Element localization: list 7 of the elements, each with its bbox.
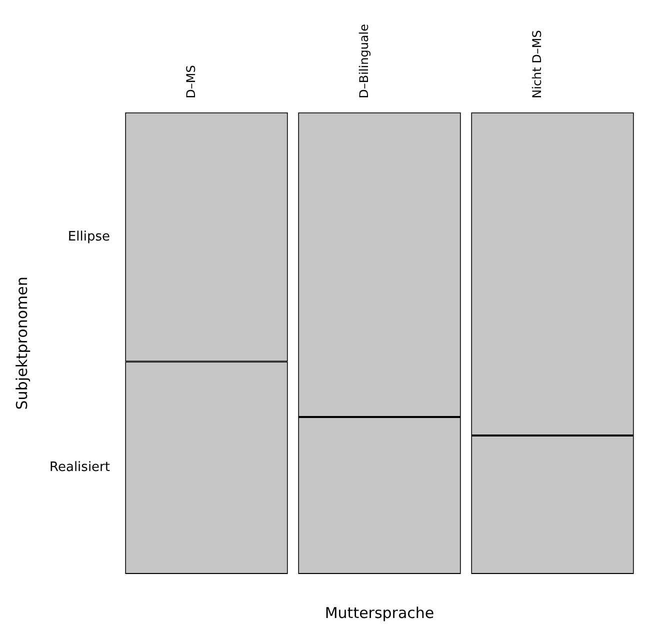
series-label: Realisiert [50,460,110,476]
x-axis-title: Muttersprache [324,604,434,622]
x-tick-label: Nicht D–MS [530,30,544,98]
x-tick-label: D–MS [184,65,198,98]
series-label: Ellipse [68,229,110,244]
x-tick-label: D–Bilinguale [357,24,372,98]
y-axis-title: Subjektpronomen [12,276,31,410]
